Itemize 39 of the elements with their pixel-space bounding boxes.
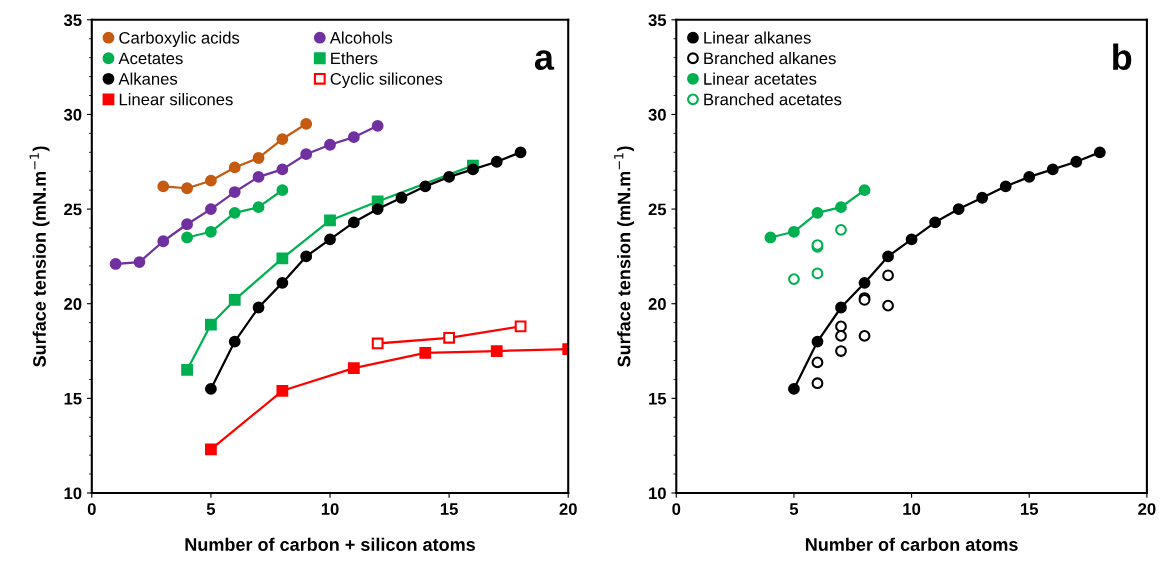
legend-label: Branched acetates — [704, 93, 842, 106]
x-tick-label: 0 — [672, 503, 681, 515]
y-tick-label: 35 — [63, 14, 82, 27]
legend-label: Linear alkanes — [704, 31, 811, 44]
y-tick-label: 20 — [648, 298, 666, 310]
legend-label: Alcohols — [329, 31, 393, 44]
x-tick-label: 20 — [559, 503, 577, 515]
x-tick-label: 5 — [206, 503, 216, 515]
y-tick-label: 30 — [63, 108, 82, 121]
x-tick-label: 5 — [789, 503, 799, 515]
legend-label: Linear silicones — [119, 93, 233, 106]
y-tick-label: 30 — [648, 108, 666, 121]
x-tick-label: 10 — [321, 503, 339, 515]
x-tick-label: 15 — [1021, 503, 1039, 515]
legend-label: Acetates — [118, 52, 183, 65]
x-axis-title: Number of carbon + silicon atoms — [185, 537, 475, 551]
y-tick-label: 15 — [64, 392, 82, 405]
y-tick-label: 10 — [649, 487, 666, 500]
x-tick-label: 10 — [903, 503, 921, 515]
legend-label: Linear acetates — [704, 72, 817, 85]
y-tick-label: 25 — [648, 203, 667, 216]
annotation: b — [1113, 43, 1132, 70]
legend-label: Carboxylic acids — [119, 31, 240, 48]
x-tick-label: 0 — [87, 503, 96, 515]
y-tick-label: 25 — [64, 203, 82, 216]
annotation: a — [534, 50, 555, 70]
legend-label: Cyclic silicones — [330, 72, 443, 89]
legend-label: Alkanes — [118, 72, 178, 85]
x-tick-label: 20 — [1138, 503, 1156, 515]
x-tick-label: 15 — [440, 503, 458, 515]
y-axis-title: Surface tension (mN.m$^{−1}$) — [29, 146, 50, 367]
y-tick-label: 35 — [648, 14, 667, 27]
y-tick-label: 15 — [649, 392, 667, 405]
y-tick-label: 10 — [64, 487, 82, 500]
y-tick-label: 20 — [64, 298, 82, 310]
y-axis-title: Surface tension (mN.m$^{−1}$) — [614, 146, 634, 367]
legend-label: Branched alkanes — [704, 52, 836, 65]
x-axis-title: Number of carbon atoms — [805, 537, 1018, 551]
legend-label: Ethers — [331, 52, 378, 65]
